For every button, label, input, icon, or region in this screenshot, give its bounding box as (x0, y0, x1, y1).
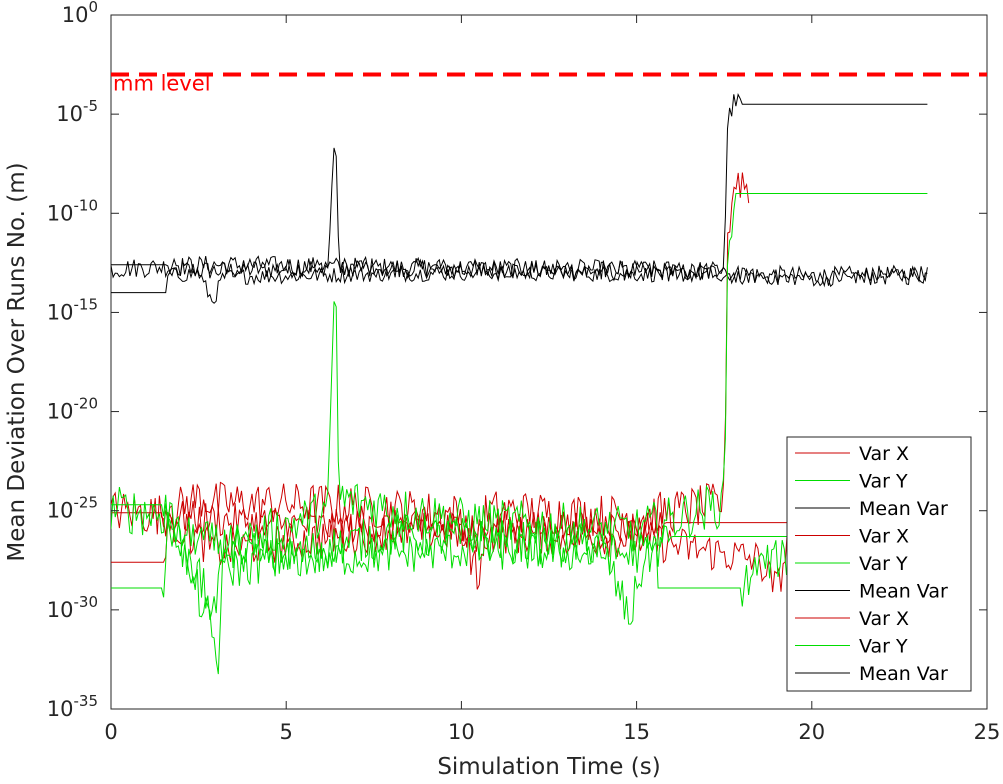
series-line (111, 193, 928, 620)
x-axis-label: Simulation Time (s) (437, 754, 660, 780)
x-tick-label: 25 (974, 720, 1001, 744)
mm-level-label: mm level (113, 71, 211, 95)
legend-label: Mean Var (859, 581, 948, 603)
series-line (111, 263, 928, 304)
y-axis-label: Mean Deviation Over Runs No. (m) (4, 162, 30, 561)
x-tick-label: 0 (104, 720, 117, 744)
y-tick-label: 100 (62, 0, 98, 27)
y-tick-label: 10-15 (47, 295, 98, 324)
y-axis: 100 10-5 10-10 10-15 10-20 10-25 10-30 10-35 (47, 0, 987, 721)
legend-label: Var X (859, 608, 909, 630)
x-tick-label: 10 (448, 720, 475, 744)
legend: Var X Var Y Mean Var Var X Var Y Mean Var Var … (786, 436, 972, 692)
y-tick-label: 10-20 (47, 395, 98, 424)
legend-label: Var Y (859, 471, 908, 493)
y-tick-label: 10-35 (47, 692, 98, 721)
y-tick-label: 10-5 (56, 97, 98, 126)
x-axis: 0 5 10 15 20 25 (104, 15, 1000, 744)
legend-label: Mean Var (859, 498, 948, 520)
series-line (111, 92, 928, 281)
x-tick-label: 20 (798, 720, 825, 744)
legend-label: Var Y (859, 636, 908, 658)
y-tick-label: 10-25 (47, 494, 98, 523)
x-tick-label: 15 (623, 720, 650, 744)
legend-label: Var X (859, 526, 909, 548)
reference-layer: mm level (111, 71, 987, 95)
legend-label: Mean Var (859, 663, 948, 685)
legend-box (786, 436, 972, 692)
y-tick-label: 10-30 (47, 593, 98, 622)
y-tick-label: 10-10 (47, 196, 98, 225)
x-tick-label: 5 (280, 720, 293, 744)
legend-label: Var X (859, 443, 909, 465)
legend-label: Var Y (859, 553, 908, 575)
series-line (111, 172, 750, 590)
